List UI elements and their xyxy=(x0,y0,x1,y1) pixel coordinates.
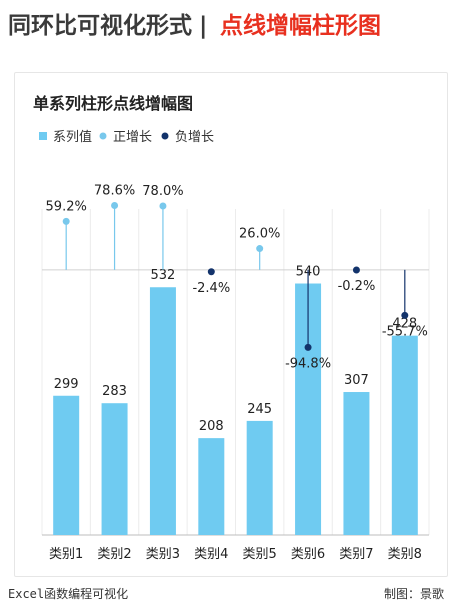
category-tick-label: 类别7 xyxy=(339,547,373,562)
bar-value-label: 208 xyxy=(199,419,224,434)
footer-source: Excel函数编程可视化 xyxy=(8,587,129,601)
bar-value-label: 428 xyxy=(392,317,417,332)
legend-label: 系列值 xyxy=(53,129,92,145)
bar-value-label: 245 xyxy=(247,402,272,417)
category-tick-label: 类别1 xyxy=(49,547,83,562)
growth-value-label: 59.2% xyxy=(46,199,87,214)
chart-title: 单系列柱形点线增幅图 xyxy=(33,94,193,113)
category-tick-label: 类别6 xyxy=(291,547,325,562)
category-tick-label: 类别3 xyxy=(146,547,180,562)
growth-dot-negative xyxy=(352,266,360,274)
growth-value-label: 78.0% xyxy=(142,184,183,199)
bar xyxy=(343,392,370,535)
bar xyxy=(391,335,418,535)
growth-dot-negative xyxy=(207,268,215,276)
growth-dot-positive xyxy=(62,217,70,225)
banner-title-right: 点线增幅柱形图 xyxy=(220,13,381,39)
growth-dot-negative xyxy=(304,343,312,351)
bar-value-label: 307 xyxy=(344,373,369,388)
bar xyxy=(198,438,225,535)
growth-value-label: -94.8% xyxy=(285,356,331,371)
legend-label: 正增长 xyxy=(113,130,152,145)
bar-value-label: 283 xyxy=(102,384,127,399)
legend-swatch-negative xyxy=(161,132,169,140)
category-tick-label: 类别4 xyxy=(194,547,228,562)
banner: 同环比可视化形式 | 点线增幅柱形图 xyxy=(0,0,460,52)
legend-swatch-series xyxy=(39,132,47,140)
footer-author: 制图：景歌 xyxy=(383,587,444,601)
bar xyxy=(149,287,176,535)
growth-value-label: -2.4% xyxy=(192,281,230,296)
bar xyxy=(53,395,80,535)
growth-value-label: -55.7% xyxy=(382,324,428,339)
category-tick-label: 类别8 xyxy=(388,547,422,562)
banner-title-left: 同环比可视化形式 xyxy=(8,13,192,39)
growth-dot-negative xyxy=(401,311,409,319)
chart-card: 单系列柱形点线增幅图系列值 正增长 负增长 299 类别1 59.2% 283 类别2 78.6… xyxy=(14,72,448,577)
growth-dot-positive xyxy=(111,202,119,210)
category-tick-label: 类别2 xyxy=(97,547,131,562)
growth-value-label: 78.6% xyxy=(94,184,135,199)
bar-value-label: 299 xyxy=(54,377,79,392)
legend-label: 负增长 xyxy=(175,130,214,145)
growth-value-label: 26.0% xyxy=(239,227,280,242)
banner-separator: | xyxy=(199,13,208,39)
bar xyxy=(101,403,128,535)
bar xyxy=(246,420,273,535)
category-tick-label: 类别5 xyxy=(243,547,277,562)
growth-dot-positive xyxy=(256,245,264,253)
bar-value-label: 532 xyxy=(151,268,176,283)
growth-dot-positive xyxy=(159,202,167,210)
growth-value-label: -0.2% xyxy=(338,279,376,294)
legend-swatch-positive xyxy=(99,132,107,140)
